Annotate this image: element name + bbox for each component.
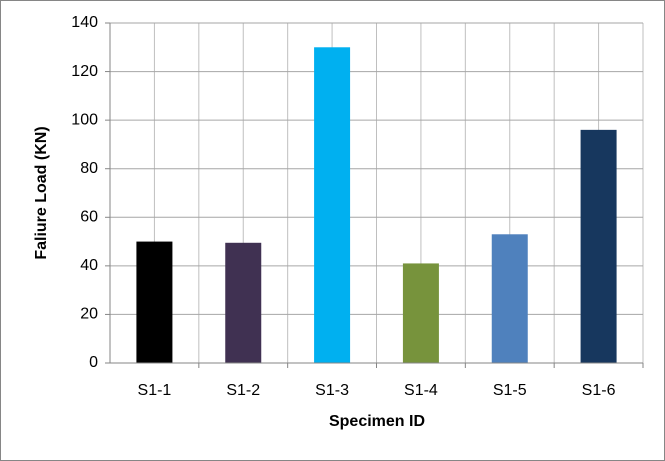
y-tick-label: 60 (80, 209, 98, 226)
bar (225, 242, 262, 363)
y-tick-label: 80 (80, 160, 98, 177)
x-tick-label: S1-3 (315, 382, 349, 399)
x-tick-label: S1-5 (493, 382, 527, 399)
x-tick-label: S1-4 (404, 382, 438, 399)
bar (580, 129, 617, 363)
bar (491, 234, 528, 363)
bar (136, 241, 173, 363)
y-tick-label: 0 (89, 354, 98, 371)
y-tick-label: 100 (71, 111, 98, 128)
y-axis-title: Faliure Load (KN) (33, 126, 50, 259)
bar (402, 263, 439, 363)
y-tick-label: 140 (71, 14, 98, 31)
x-tick-label: S1-6 (582, 382, 616, 399)
y-tick-label: 40 (80, 257, 98, 274)
x-tick-label: S1-1 (138, 382, 172, 399)
bar (314, 47, 351, 364)
x-tick-label: S1-2 (226, 382, 260, 399)
y-tick-label: 120 (71, 63, 98, 80)
x-axis-title: Specimen ID (329, 413, 425, 430)
y-tick-label: 20 (80, 306, 98, 323)
